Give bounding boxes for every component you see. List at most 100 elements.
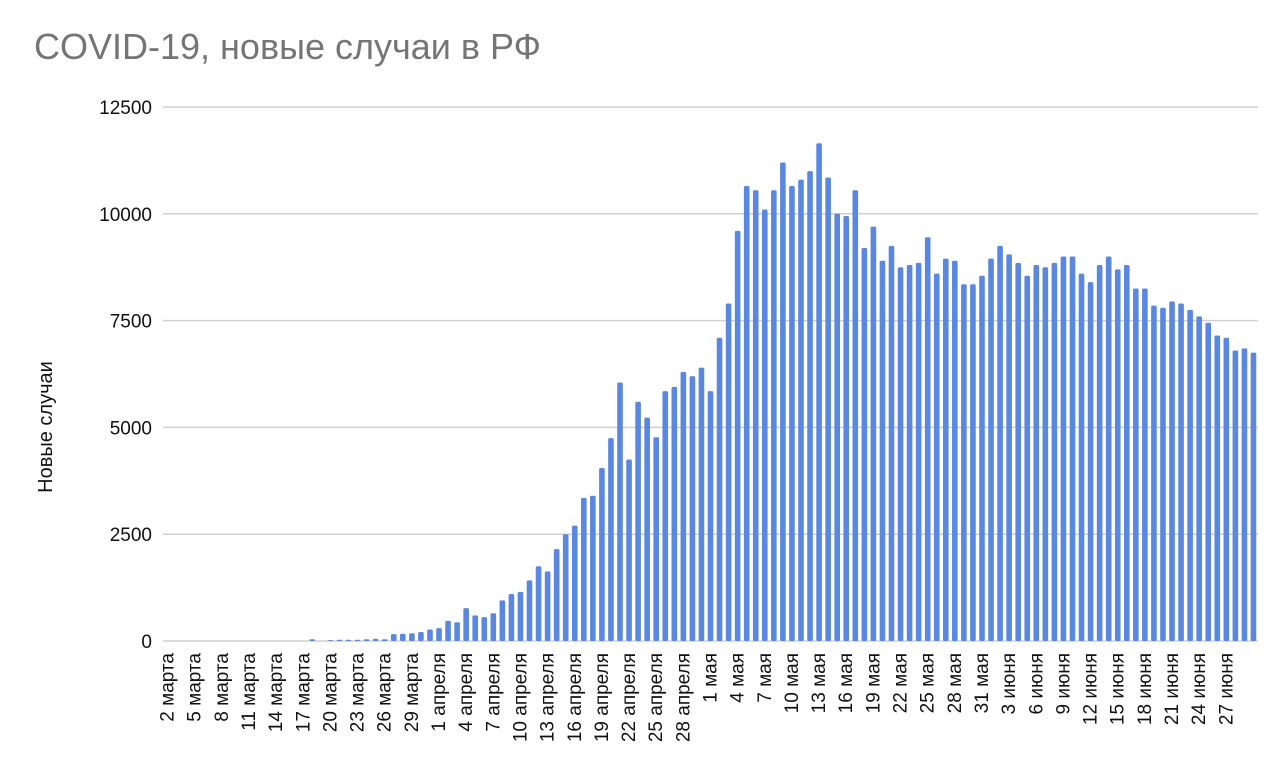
x-tick-label: 24 июня	[1189, 653, 1210, 725]
bar	[1123, 265, 1130, 641]
y-tick-label: 7500	[110, 312, 152, 333]
bar	[716, 337, 723, 641]
bar	[979, 275, 985, 641]
bar	[1160, 307, 1166, 641]
bar	[915, 262, 922, 641]
bar	[952, 260, 958, 641]
bar	[707, 391, 714, 641]
x-tick-label: 20 марта	[320, 653, 341, 733]
bar	[861, 247, 868, 642]
bar	[1087, 282, 1094, 641]
bar	[535, 566, 542, 641]
bar	[671, 386, 678, 641]
bar	[1187, 309, 1193, 641]
bar	[870, 226, 877, 641]
x-tick-label: 8 марта	[212, 653, 233, 722]
x-tick-label: 28 мая	[945, 653, 966, 713]
bar	[1015, 262, 1021, 641]
x-tick-label: 9 июня	[1053, 653, 1074, 715]
bar	[1060, 256, 1067, 641]
bar	[490, 613, 497, 641]
bar	[1214, 335, 1221, 641]
bar	[617, 382, 623, 641]
bar	[390, 634, 397, 641]
bar	[372, 638, 379, 641]
bar	[771, 190, 777, 642]
bar	[897, 267, 904, 641]
x-tick-label: 18 июня	[1135, 653, 1156, 725]
x-tick-label: 22 апреля	[619, 653, 640, 742]
x-tick-label: 10 апреля	[510, 653, 531, 742]
bar	[508, 594, 515, 641]
x-tick-label: 13 апреля	[538, 653, 559, 742]
bar	[526, 580, 533, 641]
bar	[798, 179, 804, 641]
bar	[400, 633, 406, 641]
x-tick-label: 3 июня	[999, 653, 1020, 715]
x-tick-label: 21 июня	[1162, 653, 1183, 725]
bar	[789, 186, 795, 641]
bar	[1241, 348, 1248, 641]
bar	[626, 459, 632, 641]
bar	[336, 639, 343, 641]
bar	[888, 245, 895, 641]
bar	[354, 639, 361, 641]
bar	[653, 437, 660, 641]
x-tick-label: 1 апреля	[429, 653, 450, 732]
bar	[309, 639, 316, 641]
x-tick-label: 14 марта	[266, 653, 287, 733]
bar	[1114, 269, 1121, 641]
bar	[942, 258, 949, 641]
bar	[445, 620, 451, 641]
x-tick-label: 12 июня	[1081, 653, 1102, 725]
x-tick-label: 5 марта	[185, 653, 206, 722]
bar	[436, 628, 442, 641]
y-axis-ticks: 0 2500 5000 7500 10000 12500	[99, 98, 152, 653]
x-tick-label: 16 мая	[836, 653, 857, 713]
bar	[472, 615, 479, 641]
x-tick-label: 11 марта	[239, 653, 260, 731]
bar	[1033, 265, 1040, 641]
bar	[689, 376, 696, 641]
x-tick-label: 7 апреля	[483, 653, 504, 732]
bar	[553, 549, 560, 641]
y-tick-label: 0	[141, 632, 152, 653]
bar	[970, 284, 976, 641]
bar	[599, 467, 605, 641]
y-tick-label: 2500	[110, 525, 152, 546]
x-tick-label: 7 мая	[755, 653, 776, 703]
bar	[961, 284, 967, 641]
bar	[1223, 337, 1230, 641]
x-tick-label: 4 апреля	[456, 653, 477, 732]
bar	[906, 265, 913, 641]
x-tick-label: 19 апреля	[592, 653, 613, 742]
bar	[499, 600, 506, 641]
x-tick-label: 23 марта	[348, 653, 369, 733]
bar	[1178, 303, 1184, 641]
bar	[1232, 350, 1239, 641]
bar	[1069, 256, 1076, 641]
x-tick-label: 22 мая	[891, 653, 912, 713]
bar	[1169, 301, 1175, 641]
bar	[924, 237, 931, 642]
bar	[752, 190, 759, 642]
y-tick-label: 10000	[99, 205, 152, 226]
bar	[1105, 256, 1112, 641]
x-tick-label: 13 мая	[809, 653, 830, 713]
x-tick-label: 25 апреля	[646, 653, 667, 742]
bar	[1051, 262, 1058, 641]
bar	[680, 371, 687, 641]
bar	[1205, 322, 1212, 641]
bar	[481, 617, 488, 641]
bar	[1133, 288, 1139, 641]
bar	[517, 591, 524, 641]
bars	[309, 143, 1257, 642]
chart-title: COVID-19, новые случаи в РФ	[34, 26, 541, 67]
bar	[1196, 316, 1202, 641]
bar	[743, 186, 750, 641]
bar	[780, 162, 786, 642]
x-tick-label: 17 марта	[293, 653, 314, 733]
bar	[1024, 275, 1031, 641]
bar	[698, 367, 705, 641]
bar	[725, 303, 732, 641]
